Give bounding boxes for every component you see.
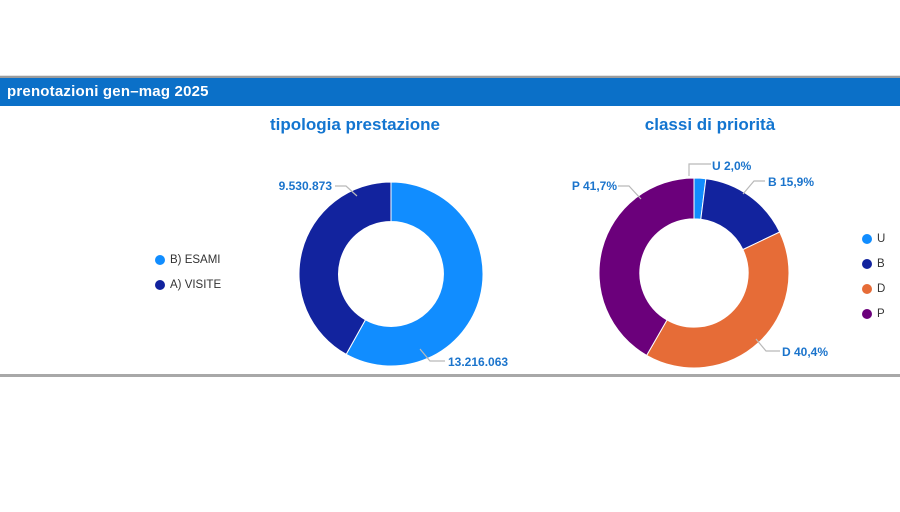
donut-chart-tipologia-prestazione xyxy=(298,181,484,367)
donut-slice-b-esami[interactable] xyxy=(345,181,484,367)
chart-title-classi-di-priorita: classi di priorità xyxy=(644,115,776,134)
top-border-dark xyxy=(0,76,900,78)
data-label-d: D 40,4% xyxy=(782,345,829,359)
data-label-b: B 15,9% xyxy=(768,175,815,189)
donut-slice-p[interactable] xyxy=(598,177,695,357)
section-divider xyxy=(0,374,900,377)
report-header-bar: prenotazioni gen–mag 2025 xyxy=(0,78,900,106)
leader-line-u xyxy=(688,163,711,176)
chart-title-tipologia-prestazione: tipologia prestazione xyxy=(269,115,441,134)
legend-dot-u xyxy=(862,233,872,244)
top-border-light xyxy=(0,75,900,76)
data-label-p: P 41,7% xyxy=(571,179,617,193)
legend-dot-a-visite xyxy=(155,279,165,290)
donut-slice-a-visite[interactable] xyxy=(298,181,392,356)
donut-slice-d[interactable] xyxy=(645,231,790,369)
data-label-b-esami: 13.216.063 xyxy=(448,355,509,369)
legend-item-d[interactable]: D xyxy=(862,276,885,301)
legend-item-p[interactable]: P xyxy=(862,301,885,326)
legend-label-b-esami: B) ESAMI xyxy=(170,253,221,266)
report-title: prenotazioni gen–mag 2025 xyxy=(7,83,209,100)
legend-label-b: B xyxy=(877,257,885,270)
legend-dot-b xyxy=(862,258,872,269)
data-label-u: U 2,0% xyxy=(712,159,752,173)
data-label-a-visite: 9.530.873 xyxy=(278,179,332,193)
legend-dot-b-esami xyxy=(155,254,165,265)
legend-label-u: U xyxy=(877,232,886,245)
legend-label-a-visite: A) VISITE xyxy=(170,278,222,291)
legend-label-p: P xyxy=(877,307,885,320)
legend-item-b-esami[interactable]: B) ESAMI xyxy=(155,247,221,272)
legend-item-b[interactable]: B xyxy=(862,251,885,276)
donut-chart-classi-di-priorita xyxy=(598,177,790,369)
legend-tipologia-prestazione: B) ESAMI A) VISITE xyxy=(155,247,221,297)
legend-item-a-visite[interactable]: A) VISITE xyxy=(155,272,221,297)
legend-classi-di-priorita: U B D P xyxy=(862,226,885,326)
legend-item-u[interactable]: U xyxy=(862,226,885,251)
legend-dot-d xyxy=(862,283,872,294)
legend-dot-p xyxy=(862,308,872,319)
legend-label-d: D xyxy=(877,282,886,295)
